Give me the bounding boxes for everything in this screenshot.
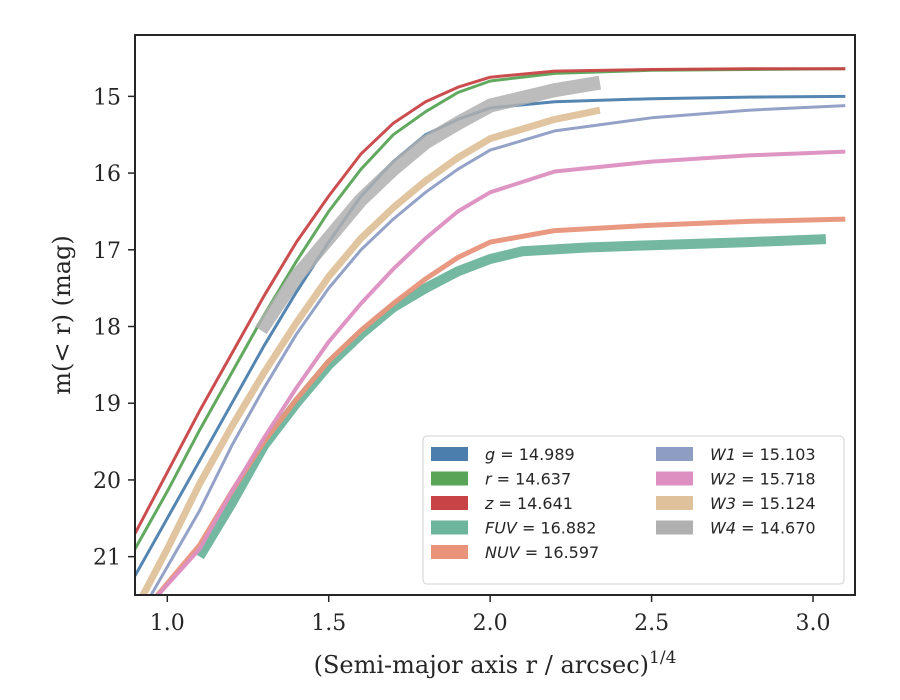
- legend-box: [422, 435, 845, 585]
- legend-label: W2 = 15.718: [710, 470, 816, 489]
- legend-item-g: g = 14.989: [431, 445, 575, 464]
- x-axis-label-exponent: 1/4: [649, 648, 676, 668]
- series-line-w1: [149, 104, 846, 595]
- legend-label: r = 14.637: [485, 470, 571, 489]
- legend-label: g = 14.989: [485, 445, 575, 464]
- legend-label: W1 = 15.103: [710, 445, 816, 464]
- legend-swatch: [656, 471, 693, 486]
- series-line-z: [135, 67, 846, 535]
- plot-frame: [134, 34, 856, 596]
- legend: g = 14.989 r = 14.637 z = 14.641 FUV = 16.8…: [422, 435, 845, 585]
- x-axis-label: (Semi-major axis r / arcsec)1/4: [314, 648, 677, 679]
- x-tick-label: 1.5: [311, 611, 346, 636]
- legend-swatch: [656, 496, 693, 510]
- legend-item-z: z = 14.641: [431, 494, 573, 513]
- series-line-w4: [255, 75, 602, 335]
- legend-swatch: [431, 471, 468, 486]
- legend-swatch: [431, 545, 468, 559]
- legend-label: z = 14.641: [484, 494, 573, 513]
- legend-item-r: r = 14.637: [431, 470, 571, 489]
- y-tick-label: 21: [93, 546, 121, 571]
- series-line-w2: [155, 149, 846, 595]
- y-tick-label: 16: [93, 162, 121, 187]
- legend-swatch: [656, 520, 693, 535]
- y-tick-label: 18: [93, 316, 121, 341]
- y-tick-label: 17: [93, 239, 121, 264]
- legend-label: W3 = 15.124: [710, 494, 816, 513]
- legend-label: NUV = 16.597: [485, 543, 599, 562]
- y-tick-label: 19: [93, 392, 121, 417]
- legend-label: W4 = 14.670: [710, 519, 816, 538]
- series-line-w3: [139, 106, 601, 595]
- legend-swatch: [431, 520, 468, 535]
- legend-item-w4: W4 = 14.670: [656, 519, 816, 538]
- x-tick-label: 1.0: [150, 611, 185, 636]
- legend-swatch: [656, 447, 693, 461]
- y-axis-label: m(< r) (mag): [48, 235, 76, 394]
- x-tick-label: 2.0: [473, 611, 508, 636]
- series-line-r: [135, 67, 846, 550]
- x-tick-label: 2.5: [634, 611, 669, 636]
- y-tick-label: 20: [93, 469, 121, 494]
- legend-item-fuv: FUV = 16.882: [431, 519, 596, 538]
- legend-item-nuv: NUV = 16.597: [431, 543, 599, 562]
- legend-swatch: [431, 496, 468, 510]
- x-tick-label: 3.0: [796, 611, 831, 636]
- legend-label: FUV = 16.882: [485, 519, 596, 538]
- legend-swatch: [431, 447, 468, 461]
- y-tick-label: 15: [93, 85, 121, 110]
- x-axis-label-text: (Semi-major axis r / arcsec): [314, 651, 649, 679]
- legend-item-w3: W3 = 15.124: [656, 494, 816, 513]
- legend-item-w1: W1 = 15.103: [656, 445, 816, 464]
- legend-item-w2: W2 = 15.718: [656, 470, 816, 489]
- svg-text:(Semi-major axis r / arcsec)1/: (Semi-major axis r / arcsec)1/4: [314, 648, 677, 679]
